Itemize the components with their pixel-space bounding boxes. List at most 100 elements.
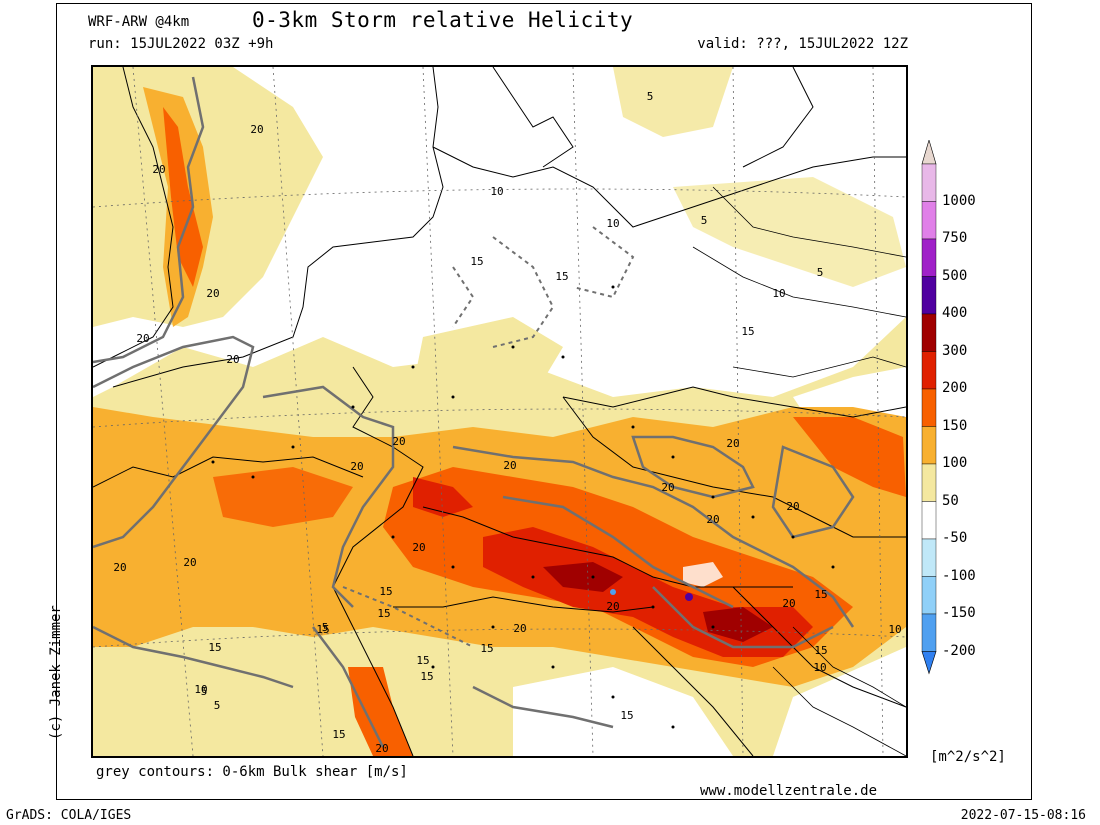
colorbar-tick-label: 1000	[942, 192, 976, 209]
helicity-darkorange-east	[793, 417, 906, 497]
shear-contour-labels: 20 20 20 20 20 20 20 20 20 20 20 20 20 2…	[113, 90, 901, 755]
contour-label: 15	[332, 728, 345, 741]
contour-label: 15	[208, 641, 221, 654]
contour-label: 15	[377, 607, 390, 620]
colorbar-tick-label: 100	[942, 455, 968, 471]
helicity-darkred-core	[543, 562, 623, 592]
contour-label: 15	[814, 588, 827, 601]
colorbar-tick-label: 500	[942, 267, 968, 284]
helicity-white-alps	[683, 562, 723, 587]
city-dots	[211, 285, 835, 729]
contour-label: 20	[606, 600, 619, 613]
colorbar-tick-label: 200	[942, 380, 968, 396]
shear-contours-dashed	[342, 226, 635, 648]
contour-label: 10	[813, 661, 826, 674]
helicity-map: 20 20 20 20 20 20 20 20 20 20 20 20 20 2…	[91, 65, 908, 758]
colorbar-tick-label: -200	[942, 642, 976, 659]
contour-label: 20	[513, 622, 526, 635]
contour-label: 20	[392, 435, 405, 448]
helicity-orange-italy	[348, 667, 413, 756]
contour-label: 15	[480, 642, 493, 655]
contour-label: 15	[620, 709, 633, 722]
colorbar-swatch	[921, 201, 937, 240]
contour-label: 20	[503, 459, 516, 472]
colorbar-swatch	[921, 538, 937, 577]
colorbar-tick-label: -150	[942, 605, 976, 621]
contour-label: 20	[350, 460, 363, 473]
colorbar-top-cap	[921, 140, 937, 165]
chart-frame	[56, 3, 1032, 800]
run-info: run: 15JUL2022 03Z +9h	[88, 36, 274, 52]
contour-label: 5	[701, 214, 708, 227]
colorbar-swatch	[921, 351, 937, 390]
contour-label: 5	[322, 621, 329, 634]
contour-label: 20	[726, 437, 739, 450]
contour-label: 20	[152, 163, 165, 176]
colorbar-swatch	[921, 388, 937, 427]
helicity-darkorange-northsea	[163, 107, 203, 287]
colorbar-tick-label: -50	[942, 530, 968, 546]
colorbar-swatch	[921, 501, 937, 540]
footnote: grey contours: 0-6km Bulk shear [m/s]	[96, 764, 408, 780]
helicity-purple-speck	[685, 593, 693, 601]
colorbar-tick-label: 400	[942, 305, 968, 321]
helicity-yellow-baltic	[613, 67, 733, 137]
contour-label: 20	[661, 481, 674, 494]
software-credit: GrADS: COLA/IGES	[6, 808, 132, 823]
colorbar-swatch	[921, 576, 937, 615]
contour-label: 15	[416, 654, 429, 667]
helicity-darkred-east	[703, 607, 773, 642]
contour-label: 15	[316, 623, 329, 636]
copyright: (c) Janek Zimmer	[48, 605, 64, 740]
colorbar-tick-label: 150	[942, 417, 968, 434]
contour-label: 10	[606, 217, 619, 230]
contour-label: 10	[888, 623, 901, 636]
colorbar-tick-label: 750	[942, 230, 968, 246]
contour-label: 20	[786, 500, 799, 513]
contour-label: 5	[214, 699, 221, 712]
colorbar-unit: [m^2/s^2]	[930, 749, 1006, 765]
contour-label: 10	[194, 683, 207, 696]
chart-title: 0-3km Storm relative Helicity	[252, 8, 634, 32]
contour-label: 15	[814, 644, 827, 657]
contour-label: 20	[206, 287, 219, 300]
shear-contours-thin	[692, 186, 906, 756]
contour-label: 20	[226, 353, 239, 366]
contour-label: 20	[136, 332, 149, 345]
contour-label: 20	[183, 556, 196, 569]
graticule	[93, 67, 906, 756]
contour-label: 5	[201, 685, 208, 698]
contour-label: 20	[412, 541, 425, 554]
colorbar	[921, 140, 937, 675]
model-name: WRF-ARW @4km	[88, 14, 190, 30]
colorbar-swatch	[921, 613, 937, 652]
colorbar-tick-label: 300	[942, 342, 968, 359]
contour-label: 20	[375, 742, 388, 755]
contour-label: 20	[113, 561, 126, 574]
colorbar-swatch	[921, 313, 937, 352]
contour-label: 20	[782, 597, 795, 610]
colorbar-tick-label: -100	[942, 567, 976, 584]
contour-label: 15	[420, 670, 433, 683]
helicity-white-southeast	[773, 647, 906, 756]
contour-label: 15	[555, 270, 568, 283]
contour-label: 10	[772, 287, 785, 300]
timestamp: 2022-07-15-08:16	[960, 808, 1086, 823]
helicity-white-adriatic	[513, 667, 733, 756]
website-link[interactable]: www.modellzentrale.de	[700, 783, 878, 799]
contour-label: 15	[741, 325, 754, 338]
contour-label: 5	[817, 266, 824, 279]
colorbar-swatch	[921, 426, 937, 465]
helicity-red-north	[413, 477, 473, 517]
colorbar-swatch	[921, 163, 937, 202]
contour-label: 10	[490, 185, 503, 198]
colorbar-tick-label: 50	[942, 492, 959, 509]
helicity-darkorange-west	[213, 467, 353, 527]
contour-label: 15	[470, 255, 483, 268]
contour-label: 20	[250, 123, 263, 136]
valid-time: valid: ???, 15JUL2022 12Z	[697, 36, 908, 52]
colorbar-bottom-cap	[921, 651, 937, 675]
colorbar-swatch	[921, 276, 937, 315]
colorbar-swatch	[921, 463, 937, 502]
contour-label: 5	[647, 90, 654, 103]
